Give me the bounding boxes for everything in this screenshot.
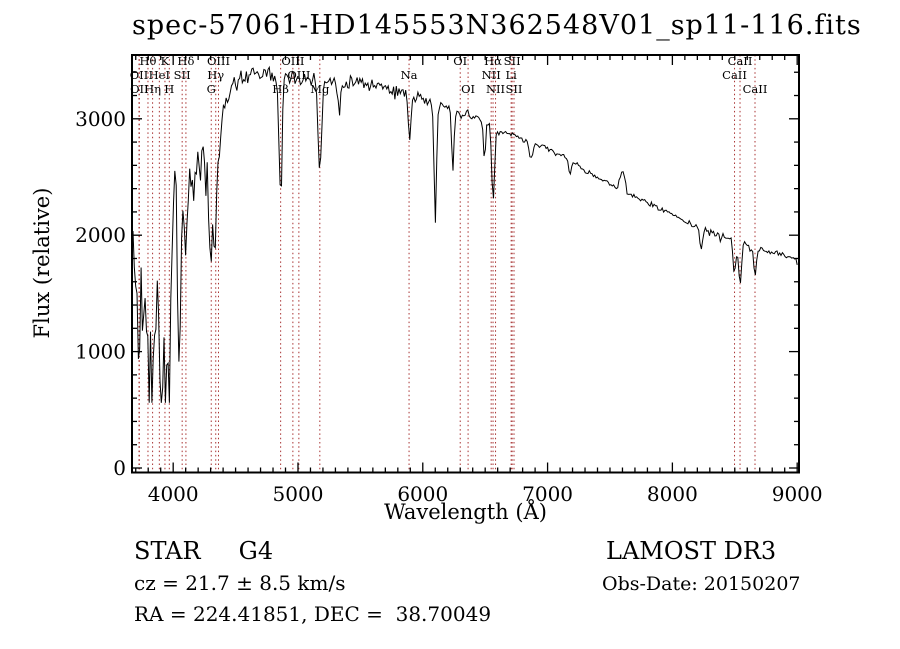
survey-release-text: LAMOST DR3 <box>606 537 777 565</box>
spectral-line-label-OI-6363: OI <box>461 82 475 96</box>
spectral-line-label-OII-3729: OII <box>130 82 149 96</box>
y-tick-label: 1000 <box>75 340 126 364</box>
spectral-line-label-SII-6716: SII <box>504 54 521 68</box>
spectral-line-label-OIII-4363: OIII <box>207 54 230 68</box>
spectral-line-label-OI-6300: OI <box>453 54 467 68</box>
spectral-line-label-Li-6708: Li <box>505 68 517 82</box>
spectral-line-label-CaII-8542: CaII <box>728 54 753 68</box>
obs-date-text: Obs-Date: 20150207 <box>602 573 801 595</box>
spectral-line-label-G-4305: G <box>207 82 216 96</box>
spectral-line-label-Na-5890: Na <box>401 68 418 82</box>
axes-frame: 4000 5000 6000 7000 8000 9000 0 1000 2000 3000 <box>75 54 823 506</box>
object-class-text: STAR G4 <box>134 537 274 565</box>
y-axis-label: Flux (relative) <box>30 187 54 339</box>
spectral-line-label-OIII-5007: OIII <box>287 68 310 82</box>
y-tick-label: 2000 <box>75 223 126 247</box>
spectral-line-label-CaII-8662: CaII <box>743 82 768 96</box>
spectral-line-label-NII-6583: NII <box>486 82 505 96</box>
plot-border <box>131 54 800 474</box>
spectral-line-label-Mg-5175: Mg <box>310 82 330 96</box>
radial-velocity-text: cz = 21.7 ± 8.5 km/s <box>134 571 346 595</box>
y-tick-label: 3000 <box>75 107 126 131</box>
x-tick-label: 9000 <box>772 482 823 506</box>
spectral-line-label-Hγ-4341: Hγ <box>207 68 224 82</box>
x-axis-label: Wavelength (Å) <box>384 500 547 524</box>
spectral-line-markers <box>138 55 756 473</box>
spectral-line-label-Hα-6563: Hα <box>484 54 502 68</box>
spectral-line-label-H-3969: H <box>164 82 174 96</box>
y-tick-label: 0 <box>113 456 126 480</box>
x-tick-label: 8000 <box>647 482 698 506</box>
spectral-line-label-Hβ-4861: Hβ <box>272 82 289 96</box>
spectral-line-label-K-3934: K <box>161 54 170 68</box>
x-tick-label: 6000 <box>397 482 448 506</box>
spectral-line-label-Hη-3835: Hη <box>144 82 161 96</box>
spectral-line-label-Hθ-3798: Hθ <box>139 54 156 68</box>
plot-title: spec-57061-HD145553N362548V01_sp11-116.f… <box>132 10 862 41</box>
spectral-line-label-SII-4072: SII <box>174 68 191 82</box>
x-tick-label: 7000 <box>522 482 573 506</box>
spectral-line-label-NII-6548: NII <box>482 68 501 82</box>
spectral-line-label-OIII-4959: OIII <box>281 54 304 68</box>
x-tick-label: 4000 <box>148 482 199 506</box>
spectral-line-labels: OIIOIIHθHηHeIKHSIIHδGHγOIIIHβOIIIOIIIMgN… <box>130 54 768 96</box>
spectrum-trace <box>132 65 798 403</box>
x-tick-label: 5000 <box>273 482 324 506</box>
spectral-line-label-OII-3726: OII <box>130 68 149 82</box>
spectral-line-label-Hδ-4102: Hδ <box>177 54 194 68</box>
spectral-line-label-HeI-3889: HeI <box>149 68 170 82</box>
spectral-line-label-CaII-8498: CaII <box>722 68 747 82</box>
coordinates-text: RA = 224.41851, DEC = 38.70049 <box>134 602 492 626</box>
spectral-line-label-SII-6731: SII <box>506 82 523 96</box>
